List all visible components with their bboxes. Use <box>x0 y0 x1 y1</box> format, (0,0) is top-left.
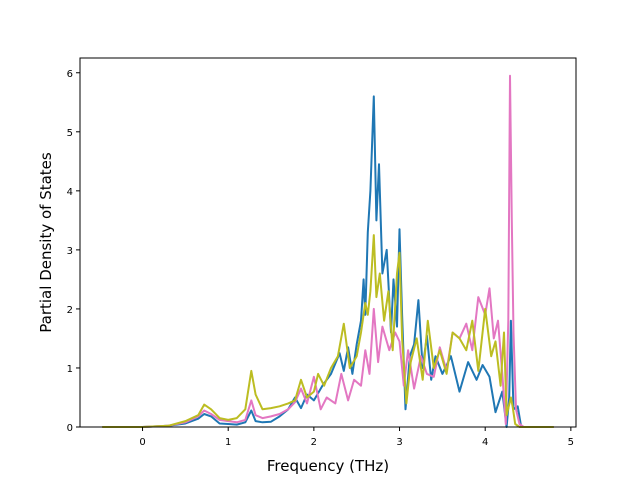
x-axis-label: Frequency (THz) <box>267 457 389 475</box>
x-tick-label: 5 <box>568 437 574 448</box>
x-tick-label: 1 <box>225 437 231 448</box>
y-tick-label: 5 <box>67 128 73 139</box>
y-tick-label: 3 <box>67 246 73 257</box>
axis-ticks: 0 1 2 3 4 5 0 1 2 3 4 5 6 <box>67 69 574 448</box>
y-tick-label: 1 <box>67 364 73 375</box>
x-tick-label: 2 <box>311 437 317 448</box>
series-line-1 <box>102 95 554 428</box>
y-tick-label: 0 <box>67 423 73 434</box>
series-line-3 <box>102 234 554 428</box>
x-tick-label: 3 <box>396 437 402 448</box>
y-tick-label: 4 <box>67 187 73 198</box>
axes-frame <box>79 57 577 428</box>
y-axis-label: Partial Density of States <box>37 152 55 333</box>
series-line-2 <box>102 74 554 428</box>
x-tick-label: 4 <box>482 437 488 448</box>
y-tick-label: 2 <box>67 305 73 316</box>
y-tick-label: 6 <box>67 69 73 80</box>
plot-area <box>102 74 554 428</box>
x-tick-label: 0 <box>139 437 145 448</box>
